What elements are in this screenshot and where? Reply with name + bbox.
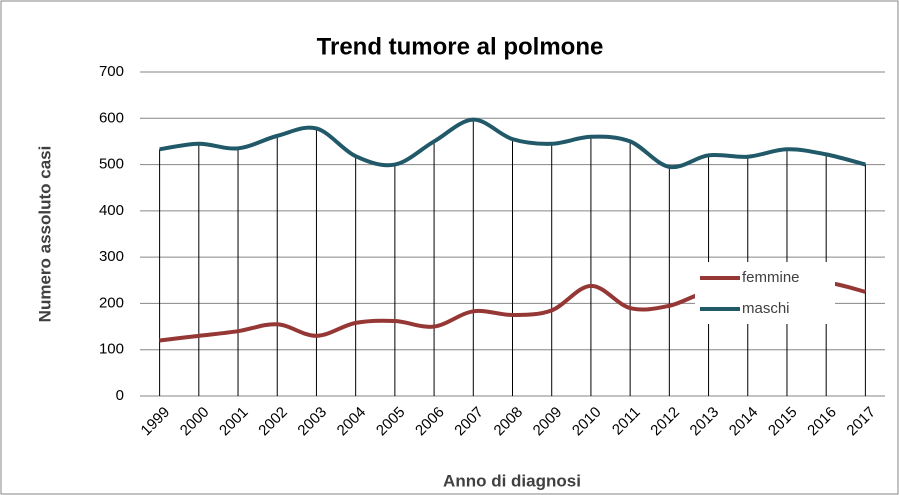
y-tick-label: 300 <box>99 248 124 265</box>
legend-box <box>695 262 835 324</box>
series-line <box>159 117 866 170</box>
legend-label: maschi <box>742 300 790 317</box>
y-tick-label: 0 <box>116 387 124 404</box>
chart-title: Trend tumore al polmone <box>317 33 604 60</box>
y-tick-label: 500 <box>99 156 124 173</box>
y-tick-label: 700 <box>99 63 124 80</box>
legend-label: femmine <box>742 269 800 286</box>
y-tick-label: 200 <box>99 294 124 311</box>
y-axis-label: Numero assoluto casi <box>35 146 54 323</box>
x-axis-label: Anno di diagnosi <box>443 471 581 490</box>
y-tick-label: 400 <box>99 202 124 219</box>
y-tick-label: 600 <box>99 109 124 126</box>
y-tick-label: 100 <box>99 341 124 358</box>
